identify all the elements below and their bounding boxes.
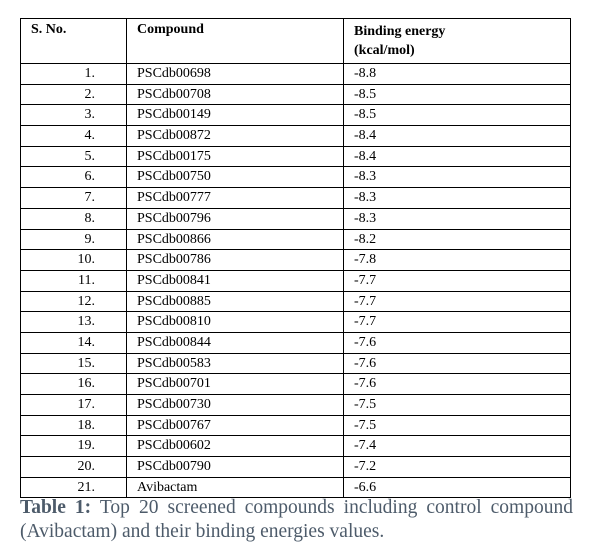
energy-cell: -7.8 [343, 249, 571, 271]
serial-cell: 12. [20, 290, 127, 313]
energy-cell: -7.7 [343, 311, 571, 333]
table-row: 12. PSCdb00885 -7.7 [20, 290, 571, 313]
table-row: 10. PSCdb00786 -7.8 [20, 249, 571, 271]
compound-cell: PSCdb00790 [126, 456, 344, 478]
compound-cell: PSCdb00885 [126, 290, 344, 313]
header-row: S. No. Compound Binding energy (kcal/mol… [20, 18, 571, 64]
caption-text: Top 20 screened compounds including cont… [20, 497, 573, 542]
energy-cell: -8.2 [343, 228, 571, 251]
energy-cell: -7.2 [343, 456, 571, 478]
energy-cell: -7.7 [343, 290, 571, 313]
table-row: 19. PSCdb00602 -7.4 [20, 435, 571, 458]
serial-cell: 1. [20, 63, 127, 85]
serial-cell: 7. [20, 187, 127, 209]
energy-cell: -7.7 [343, 269, 571, 292]
serial-cell: 20. [20, 456, 127, 478]
table-row: 6. PSCdb00750 -8.3 [20, 166, 571, 189]
table-row: 7. PSCdb00777 -8.3 [20, 187, 571, 209]
compound-cell: PSCdb00730 [126, 394, 344, 416]
table-row: 5. PSCdb00175 -8.4 [20, 145, 571, 168]
serial-cell: 5. [20, 145, 127, 168]
serial-cell: 6. [20, 166, 127, 189]
compound-cell: PSCdb00810 [126, 311, 344, 333]
header-cell: Binding energy (kcal/mol) [343, 18, 571, 64]
energy-cell: -8.4 [343, 125, 571, 147]
energy-cell: -7.4 [343, 435, 571, 458]
energy-cell: -8.4 [343, 145, 571, 168]
compound-cell: Avibactam [126, 476, 344, 499]
compound-cell: PSCdb00796 [126, 207, 344, 230]
table-body: 1. PSCdb00698 -8.8 2. PSCdb00708 -8.5 3. PSCdb0… [20, 63, 571, 499]
compound-cell: PSCdb00777 [126, 187, 344, 209]
serial-cell: 16. [20, 373, 127, 395]
energy-cell: -6.6 [343, 476, 571, 499]
serial-cell: 17. [20, 394, 127, 416]
energy-cell: -8.3 [343, 207, 571, 230]
compound-cell: PSCdb00750 [126, 166, 344, 189]
serial-cell: 14. [20, 331, 127, 354]
table-row: 16. PSCdb00701 -7.6 [20, 373, 571, 395]
compound-cell: PSCdb00698 [126, 63, 344, 85]
compound-cell: PSCdb00701 [126, 373, 344, 395]
energy-cell: -8.8 [343, 63, 571, 85]
compound-cell: PSCdb00866 [126, 228, 344, 251]
energy-cell: -8.5 [343, 83, 571, 106]
table-row: 14. PSCdb00844 -7.6 [20, 331, 571, 354]
header-text: Binding energy (kcal/mol) [354, 24, 446, 58]
energy-cell: -7.5 [343, 414, 571, 437]
serial-cell: 15. [20, 352, 127, 375]
caption: Table 1: Top 20 screened compounds inclu… [20, 496, 573, 544]
serial-cell: 9. [20, 228, 127, 251]
serial-cell: 19. [20, 435, 127, 458]
energy-cell: -8.3 [343, 187, 571, 209]
compound-cell: PSCdb00841 [126, 269, 344, 292]
table-row: 13. PSCdb00810 -7.7 [20, 311, 571, 333]
table-row: 9. PSCdb00866 -8.2 [20, 228, 571, 251]
table-row: 17. PSCdb00730 -7.5 [20, 394, 571, 416]
header-cell: Compound [126, 18, 344, 64]
results-table: S. No. Compound Binding energy (kcal/mol… [20, 18, 571, 499]
compound-cell: PSCdb00175 [126, 145, 344, 168]
caption-label: Table 1: [20, 497, 92, 518]
serial-cell: 11. [20, 269, 127, 292]
serial-cell: 21. [20, 476, 127, 499]
compound-cell: PSCdb00786 [126, 249, 344, 271]
compound-cell: PSCdb00602 [126, 435, 344, 458]
compound-cell: PSCdb00583 [126, 352, 344, 375]
table-row: 20. PSCdb00790 -7.2 [20, 456, 571, 478]
table-row: 2. PSCdb00708 -8.5 [20, 83, 571, 106]
compound-cell: PSCdb00149 [126, 104, 344, 127]
energy-cell: -8.5 [343, 104, 571, 127]
header-cell: S. No. [20, 18, 127, 64]
table-row: 1. PSCdb00698 -8.8 [20, 63, 571, 85]
energy-cell: -8.3 [343, 166, 571, 189]
table-row: 8. PSCdb00796 -8.3 [20, 207, 571, 230]
energy-cell: -7.6 [343, 373, 571, 395]
serial-cell: 2. [20, 83, 127, 106]
serial-cell: 18. [20, 414, 127, 437]
serial-cell: 3. [20, 104, 127, 127]
serial-cell: 10. [20, 249, 127, 271]
table-row: 21. Avibactam -6.6 [20, 476, 571, 499]
energy-cell: -7.6 [343, 352, 571, 375]
compound-cell: PSCdb00844 [126, 331, 344, 354]
serial-cell: 13. [20, 311, 127, 333]
energy-cell: -7.6 [343, 331, 571, 354]
compound-cell: PSCdb00708 [126, 83, 344, 106]
serial-cell: 8. [20, 207, 127, 230]
table-row: 18. PSCdb00767 -7.5 [20, 414, 571, 437]
table-row: 15. PSCdb00583 -7.6 [20, 352, 571, 375]
energy-cell: -7.5 [343, 394, 571, 416]
compound-cell: PSCdb00767 [126, 414, 344, 437]
table-row: 3. PSCdb00149 -8.5 [20, 104, 571, 127]
table-row: 4. PSCdb00872 -8.4 [20, 125, 571, 147]
table-row: 11. PSCdb00841 -7.7 [20, 269, 571, 292]
compound-cell: PSCdb00872 [126, 125, 344, 147]
serial-cell: 4. [20, 125, 127, 147]
